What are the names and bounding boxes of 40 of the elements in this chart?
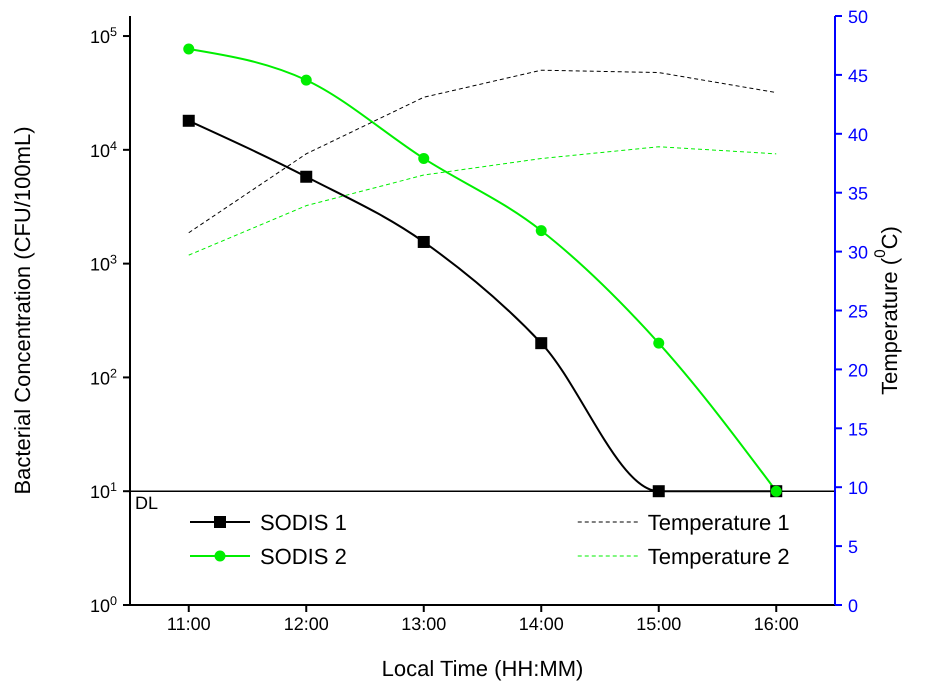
y2-tick-label: 25 xyxy=(848,302,868,322)
y2-tick-label: 50 xyxy=(848,7,868,27)
y-tick-label: 10$^{3}$ xyxy=(90,252,117,275)
point xyxy=(300,74,312,86)
y2-tick-label: 40 xyxy=(848,124,868,145)
ref-line-label: DL xyxy=(135,492,158,513)
x-tick-label: 14:00 xyxy=(518,614,564,634)
y2-tick-label: 5 xyxy=(848,537,858,558)
y-tick-label: 10$^{4}$ xyxy=(90,138,117,161)
x-tick-label: 11:00 xyxy=(166,614,211,634)
legend-label: Temperature 2 xyxy=(648,544,790,569)
point xyxy=(536,225,547,236)
point xyxy=(535,337,548,350)
y-tick-label: 10$^{1}$ xyxy=(90,480,117,502)
y-tick-label: 10$^{5}$ xyxy=(90,25,117,48)
y2-tick-label: 0 xyxy=(848,596,858,616)
x-tick-label: 12:00 xyxy=(284,614,329,634)
point xyxy=(183,43,194,54)
x-tick-label: 15:00 xyxy=(636,614,682,634)
x-axis-title: Local Time (HH:MM) xyxy=(382,656,584,681)
y-tick-label: 10$^{2}$ xyxy=(90,366,117,388)
point xyxy=(182,114,195,127)
y2-tick-label: 10 xyxy=(848,478,868,498)
x-tick-label: 13:00 xyxy=(401,614,446,634)
point xyxy=(418,236,430,248)
point xyxy=(653,338,664,349)
point xyxy=(418,152,430,164)
y-axis-title: Bacterial Concentration (CFU/100mL) xyxy=(10,126,34,495)
legend-label: Temperature 1 xyxy=(648,510,790,535)
y2-tick-label: 30 xyxy=(848,242,868,263)
legend-label: SODIS 1 xyxy=(260,510,347,535)
y2-tick-label: 45 xyxy=(848,66,868,86)
y-tick-label: 10$^{0}$ xyxy=(90,594,117,616)
point xyxy=(652,485,665,498)
point xyxy=(300,170,312,183)
y2-tick-label: 15 xyxy=(848,419,868,440)
y2-tick-label: 20 xyxy=(848,360,868,380)
legend-label: SODIS 2 xyxy=(260,544,347,569)
y2-tick-label: 35 xyxy=(848,184,868,204)
x-tick-label: 16:00 xyxy=(754,614,799,634)
